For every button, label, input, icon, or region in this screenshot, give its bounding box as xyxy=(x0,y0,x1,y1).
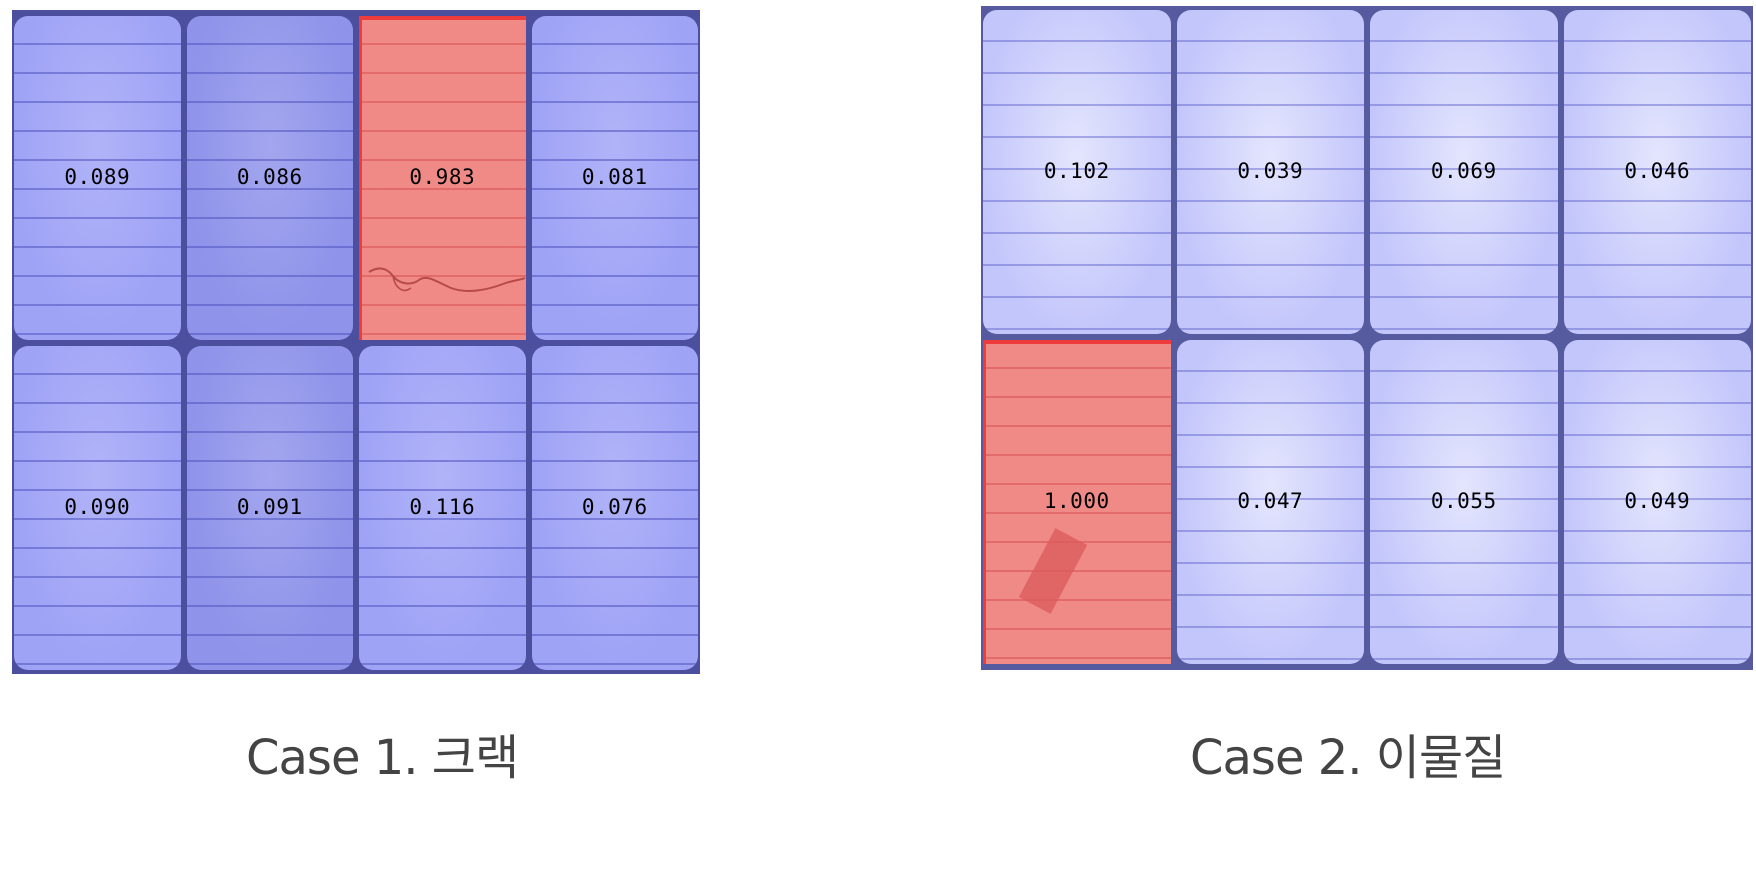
cell-score: 0.081 xyxy=(581,165,648,190)
case-1-panel: 0.089 0.086 0.983 0.081 0.090 0.091 0.11… xyxy=(12,10,700,674)
case-1-cell-8: 0.076 xyxy=(531,346,698,670)
cell-score: 0.089 xyxy=(64,165,131,190)
cell-score: 0.046 xyxy=(1624,159,1691,184)
cell-score: 0.102 xyxy=(1043,159,1110,184)
case-2-cell-7: 0.055 xyxy=(1370,340,1558,664)
cell-score: 0.069 xyxy=(1430,159,1497,184)
case-2-cell-3: 0.069 xyxy=(1370,10,1558,334)
case-2-cell-6: 0.047 xyxy=(1176,340,1364,664)
cell-score: 0.091 xyxy=(236,495,303,520)
foreign-matter-mark xyxy=(1018,528,1088,614)
case-1-cell-grid: 0.089 0.086 0.983 0.081 0.090 0.091 0.11… xyxy=(14,16,698,670)
case-2-cell-8: 0.049 xyxy=(1563,340,1751,664)
case-1-cell-3-crack-defect: 0.983 xyxy=(359,16,526,340)
case-2-caption: Case 2. 이물질 xyxy=(1190,730,1506,786)
case-2-cell-2: 0.039 xyxy=(1176,10,1364,334)
cell-score: 0.116 xyxy=(409,495,476,520)
cell-score: 0.076 xyxy=(581,495,648,520)
case-1-caption: Case 1. 크랙 xyxy=(246,730,519,786)
cell-score: 0.090 xyxy=(64,495,131,520)
cell-score: 0.049 xyxy=(1624,489,1691,514)
cell-score: 0.039 xyxy=(1237,159,1304,184)
case-1-cell-7: 0.116 xyxy=(359,346,526,670)
cell-score: 1.000 xyxy=(1043,489,1110,514)
case-2-cell-5-foreign-matter-defect: 1.000 xyxy=(983,340,1171,664)
case-2-cell-1: 0.102 xyxy=(983,10,1171,334)
case-2-panel: 0.102 0.039 0.069 0.046 1.000 0.047 0.05… xyxy=(981,6,1753,670)
cell-score: 0.983 xyxy=(409,165,476,190)
case-1-cell-5: 0.090 xyxy=(14,346,181,670)
case-1-cell-2: 0.086 xyxy=(186,16,353,340)
crack-mark xyxy=(368,267,526,292)
case-1-cell-4: 0.081 xyxy=(531,16,698,340)
case-2-cell-4: 0.046 xyxy=(1563,10,1751,334)
case-2-cell-grid: 0.102 0.039 0.069 0.046 1.000 0.047 0.05… xyxy=(983,10,1751,664)
case-1-cell-1: 0.089 xyxy=(14,16,181,340)
cell-score: 0.047 xyxy=(1237,489,1304,514)
case-1-cell-6: 0.091 xyxy=(186,346,353,670)
cell-score: 0.055 xyxy=(1430,489,1497,514)
cell-score: 0.086 xyxy=(236,165,303,190)
